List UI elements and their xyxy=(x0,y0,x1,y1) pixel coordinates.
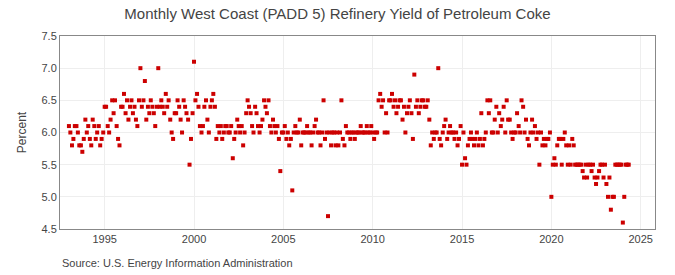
svg-text:5.0: 5.0 xyxy=(42,191,57,203)
svg-text:2025: 2025 xyxy=(628,233,652,245)
svg-text:1995: 1995 xyxy=(92,233,116,245)
svg-text:Source: U.S. Energy Informatio: Source: U.S. Energy Information Administ… xyxy=(62,257,293,269)
svg-text:2005: 2005 xyxy=(271,233,295,245)
svg-text:6.5: 6.5 xyxy=(42,94,57,106)
svg-text:7.0: 7.0 xyxy=(42,62,57,74)
svg-text:4.5: 4.5 xyxy=(42,223,57,235)
svg-text:2010: 2010 xyxy=(360,233,384,245)
svg-text:2000: 2000 xyxy=(182,233,206,245)
svg-text:6.0: 6.0 xyxy=(42,126,57,138)
svg-text:2015: 2015 xyxy=(450,233,474,245)
svg-text:7.5: 7.5 xyxy=(42,30,57,42)
svg-text:Monthly West Coast (PADD 5) Re: Monthly West Coast (PADD 5) Refinery Yie… xyxy=(124,5,550,22)
svg-text:2020: 2020 xyxy=(539,233,563,245)
svg-text:Percent: Percent xyxy=(15,111,29,153)
svg-text:5.5: 5.5 xyxy=(42,159,57,171)
